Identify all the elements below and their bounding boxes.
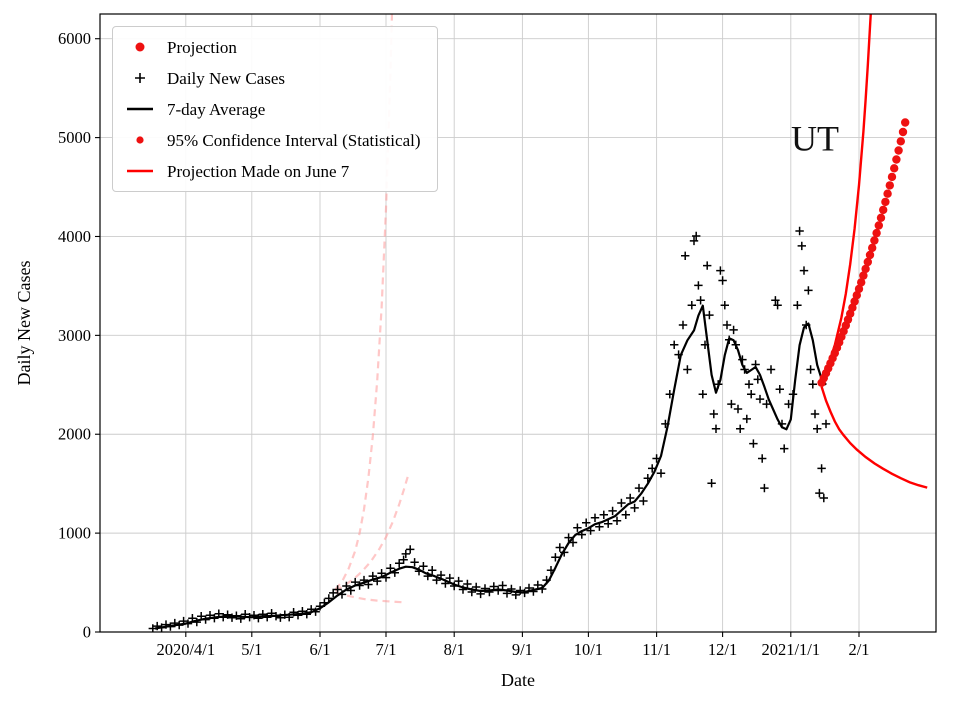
series-ci-lower	[820, 386, 928, 489]
svg-text:8/1: 8/1	[444, 640, 465, 659]
axes-frame	[99, 13, 937, 633]
svg-text:6/1: 6/1	[309, 640, 330, 659]
dot-marker-icon	[123, 133, 157, 147]
series-june7-upper	[334, 14, 394, 591]
legend-item: Projection	[123, 35, 421, 59]
svg-text:3000: 3000	[58, 326, 91, 345]
x-axis-label: Date	[501, 670, 535, 690]
series-projection-dots	[817, 118, 910, 387]
state-annotation: UT	[791, 118, 839, 158]
legend: Projection Daily New Cases 7-day Average 95…	[112, 26, 438, 192]
series-daily-new-cases	[148, 226, 831, 632]
axis-tick-labels: 2020/4/1 5/1 6/1 7/1 8/1 9/1 10/1 11/1 12/1 2021/…	[58, 29, 870, 659]
svg-text:2020/4/1: 2020/4/1	[156, 640, 215, 659]
legend-item-label: Projection	[167, 37, 237, 57]
svg-text:4000: 4000	[58, 227, 91, 246]
svg-text:2/1: 2/1	[848, 640, 869, 659]
plus-marker-icon	[123, 71, 157, 85]
line-marker-icon	[123, 164, 157, 178]
svg-text:11/1: 11/1	[642, 640, 671, 659]
legend-item: 95% Confidence Interval (Statistical)	[123, 128, 421, 152]
svg-text:0: 0	[83, 623, 91, 642]
legend-item: Projection Made on June 7	[123, 159, 421, 183]
line-marker-icon	[123, 102, 157, 116]
svg-text:9/1: 9/1	[512, 640, 533, 659]
dot-marker-icon	[123, 40, 157, 54]
legend-item-label: Daily New Cases	[167, 68, 286, 88]
axis-ticks	[95, 38, 860, 637]
legend-item-label: 95% Confidence Interval (Statistical)	[167, 130, 421, 150]
svg-text:6000: 6000	[58, 29, 91, 48]
series-june7-mid	[334, 475, 410, 592]
legend-item-label: 7-day Average	[167, 99, 266, 119]
svg-text:5/1: 5/1	[241, 640, 262, 659]
svg-text:7/1: 7/1	[375, 640, 396, 659]
legend-item-label: Projection Made on June 7	[167, 161, 350, 181]
svg-text:10/1: 10/1	[574, 640, 603, 659]
series-7-day-average	[154, 304, 827, 630]
legend-item: Daily New Cases	[123, 66, 421, 90]
svg-text:12/1: 12/1	[708, 640, 737, 659]
svg-text:1000: 1000	[58, 524, 91, 543]
y-axis-label: Daily New Cases	[14, 261, 34, 386]
svg-text:5000: 5000	[58, 128, 91, 147]
svg-text:2000: 2000	[58, 425, 91, 444]
svg-text:2021/1/1: 2021/1/1	[761, 640, 820, 659]
legend-item: 7-day Average	[123, 97, 421, 121]
